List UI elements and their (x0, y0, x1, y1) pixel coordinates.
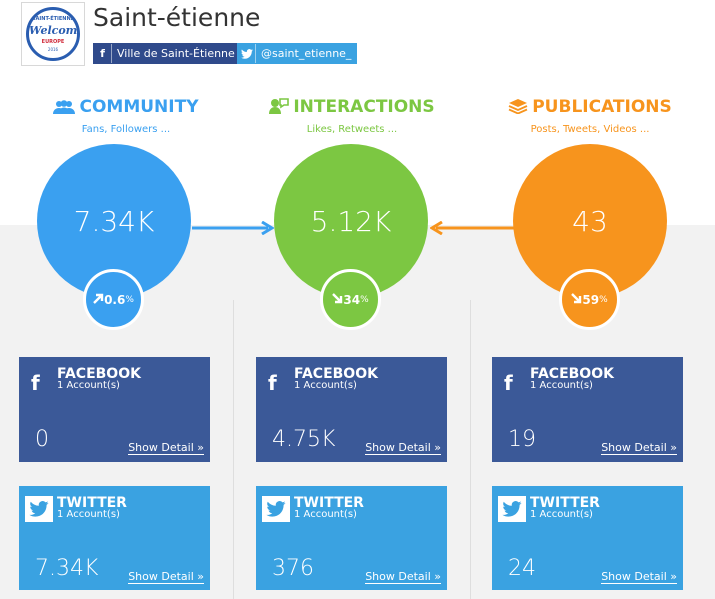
facebook-icon: f (504, 371, 513, 395)
facebook-account-label: Ville de Saint-Étienne (117, 47, 235, 60)
card-value: 7.34K (35, 556, 99, 581)
card-accounts: 1 Account(s) (530, 509, 593, 520)
interactions-change-value: 34 (343, 292, 361, 307)
publications-title: PUBLICATIONS (532, 97, 672, 117)
page-title: Saint-étienne (93, 3, 261, 32)
city-logo[interactable]: SAINT-ÉTIENNE Welcomes EUROPE 2016 (21, 2, 85, 66)
community-change-badge: 0.6% (83, 269, 144, 330)
logo-sub-text: EUROPE (41, 39, 65, 45)
people-icon (53, 99, 76, 119)
publications-change-value: 59 (582, 292, 600, 307)
publications-twitter-card: TWITTER 1 Account(s) 24 Show Detail » (492, 486, 683, 590)
facebook-icon: f (268, 371, 277, 395)
card-accounts: 1 Account(s) (57, 509, 120, 520)
publications-change-unit: % (599, 294, 608, 305)
page-header: SAINT-ÉTIENNE Welcomes EUROPE 2016 Saint… (0, 0, 715, 80)
card-title: FACEBOOK (57, 366, 141, 382)
publications-facebook-card: f FACEBOOK 1 Account(s) 19 Show Detail » (492, 357, 683, 462)
interactions-change-unit: % (360, 294, 369, 305)
twitter-icon (262, 496, 290, 522)
card-title: TWITTER (294, 495, 364, 511)
community-title: COMMUNITY (79, 97, 199, 117)
interactions-heading: INTERACTIONS (252, 97, 452, 119)
show-detail-link[interactable]: Show Detail » (365, 441, 441, 455)
publications-total-circle: 43 (513, 144, 667, 298)
twitter-icon (498, 496, 526, 522)
twitter-icon (238, 44, 256, 63)
stack-icon (508, 98, 528, 119)
interactions-subtitle: Likes, Retweets ... (306, 124, 398, 135)
card-value: 4.75K (272, 427, 336, 452)
people-interaction-icon (269, 98, 290, 119)
card-title: TWITTER (530, 495, 600, 511)
logo-emblem: SAINT-ÉTIENNE Welcomes EUROPE 2016 (26, 7, 80, 61)
interactions-change-badge: 34% (320, 269, 381, 330)
show-detail-link[interactable]: Show Detail » (601, 441, 677, 455)
card-accounts: 1 Account(s) (294, 509, 357, 520)
column-divider (233, 300, 234, 599)
interactions-facebook-card: f FACEBOOK 1 Account(s) 4.75K Show Detai… (256, 357, 447, 462)
trend-down-icon (571, 292, 582, 307)
twitter-icon (25, 496, 53, 522)
card-title: FACEBOOK (294, 366, 378, 382)
card-title: FACEBOOK (530, 366, 614, 382)
card-accounts: 1 Account(s) (294, 380, 357, 391)
publications-subtitle: Posts, Tweets, Videos ... (530, 124, 650, 135)
interactions-twitter-card: TWITTER 1 Account(s) 376 Show Detail » (256, 486, 447, 590)
card-title: TWITTER (57, 495, 127, 511)
community-change-value: 0.6 (104, 292, 126, 307)
card-value: 376 (272, 556, 314, 581)
twitter-account-link[interactable]: @saint_etienne_ (237, 43, 358, 64)
community-subtitle: Fans, Followers ... (81, 124, 171, 135)
arrow-right-icon (192, 220, 275, 236)
interactions-total-value: 5.12K (310, 204, 392, 238)
community-facebook-card: f FACEBOOK 1 Account(s) 0 Show Detail » (19, 357, 210, 462)
facebook-icon: f (31, 371, 40, 395)
show-detail-link[interactable]: Show Detail » (365, 570, 441, 584)
trend-down-icon (332, 292, 343, 307)
facebook-account-link[interactable]: f Ville de Saint-Étienne (93, 43, 241, 64)
publications-change-badge: 59% (559, 269, 620, 330)
interactions-title: INTERACTIONS (293, 97, 435, 117)
show-detail-link[interactable]: Show Detail » (128, 570, 204, 584)
card-value: 24 (508, 556, 536, 581)
logo-main-text: Welcomes (29, 24, 78, 37)
card-accounts: 1 Account(s) (530, 380, 593, 391)
community-twitter-card: TWITTER 1 Account(s) 7.34K Show Detail » (19, 486, 210, 590)
card-accounts: 1 Account(s) (57, 380, 120, 391)
facebook-icon: f (94, 44, 112, 63)
publications-total-value: 43 (572, 204, 608, 238)
community-total-value: 7.34K (73, 204, 155, 238)
trend-up-icon (93, 293, 104, 307)
arrow-left-icon (429, 220, 514, 236)
publications-heading: PUBLICATIONS (490, 97, 690, 119)
twitter-account-label: @saint_etienne_ (261, 47, 352, 60)
card-value: 19 (508, 427, 536, 452)
community-heading: COMMUNITY (26, 97, 226, 119)
column-divider (470, 300, 471, 599)
card-value: 0 (35, 427, 49, 452)
show-detail-link[interactable]: Show Detail » (601, 570, 677, 584)
community-change-unit: % (125, 294, 134, 305)
show-detail-link[interactable]: Show Detail » (128, 441, 204, 455)
logo-year-text: 2016 (47, 47, 59, 52)
logo-top-text: SAINT-ÉTIENNE (31, 16, 75, 22)
